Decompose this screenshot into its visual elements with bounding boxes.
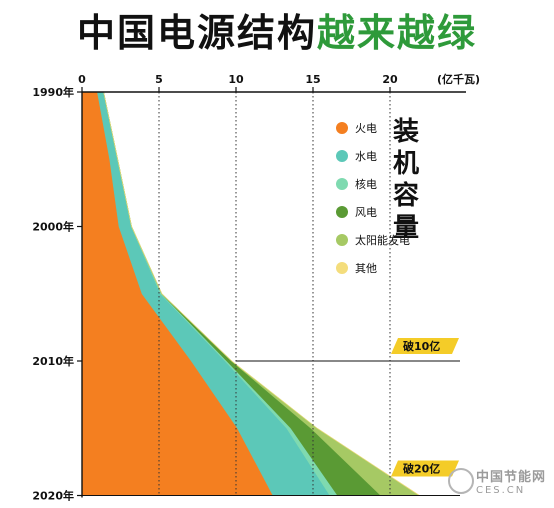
watermark-sub: CES.CN [475, 485, 526, 496]
axes-layer: 0 5 10 15 20 (亿千瓦) 1990年 2000年 2010年 2020年 [32, 72, 480, 503]
title-part-black: 中国电源结构 [76, 11, 317, 55]
x-tick-label-0: 0 [78, 73, 86, 86]
callout-box-2 [391, 460, 459, 477]
x-tick-label-5: 5 [155, 73, 163, 86]
legend-label-3: 风电 [355, 206, 377, 219]
legend-swatch-1 [336, 150, 348, 162]
callout-box-1 [391, 338, 459, 354]
watermark: 中国节能网 CES.CN [447, 466, 546, 496]
callout-text-1: 破10亿 [403, 339, 440, 353]
legend-swatch-5 [336, 262, 348, 274]
side-label-char-3: 量 [393, 213, 419, 243]
y-tick-label-3: 2020年 [32, 489, 74, 503]
legend-label-5: 其他 [355, 262, 377, 275]
watermark-main: 中国节能网 [475, 470, 546, 485]
legend-swatch-2 [336, 178, 348, 190]
legend-label-2: 核电 [355, 177, 377, 191]
title-part-green: 越来越绿 [317, 11, 478, 55]
legend-label-4: 太阳能发电 [355, 233, 410, 247]
page-title: 中国电源结构越来越绿 [0, 6, 554, 60]
side-label-char-0: 装 [393, 117, 419, 147]
callout-text-2: 破20亿 [403, 462, 440, 476]
legend-swatch-3 [336, 206, 348, 218]
x-tick-label-20: 20 [382, 73, 398, 86]
side-label-char-2: 容 [393, 180, 419, 211]
watermark-logo-icon [447, 468, 474, 494]
x-tick-label-10: 10 [228, 73, 244, 86]
y-tick-label-0: 1990年 [32, 85, 74, 99]
y-tick-label-1: 2000年 [32, 220, 74, 234]
x-unit-label: (亿千瓦) [437, 72, 480, 86]
y-tick-label-2: 2010年 [32, 354, 74, 368]
legend-label-1: 水电 [355, 150, 377, 163]
x-tick-label-15: 15 [305, 73, 320, 86]
side-label-char-1: 机 [393, 149, 419, 179]
legend-swatch-4 [336, 234, 348, 246]
legend-swatch-0 [336, 122, 348, 134]
grid-layer [158, 92, 391, 496]
legend-label-0: 火电 [355, 122, 377, 135]
